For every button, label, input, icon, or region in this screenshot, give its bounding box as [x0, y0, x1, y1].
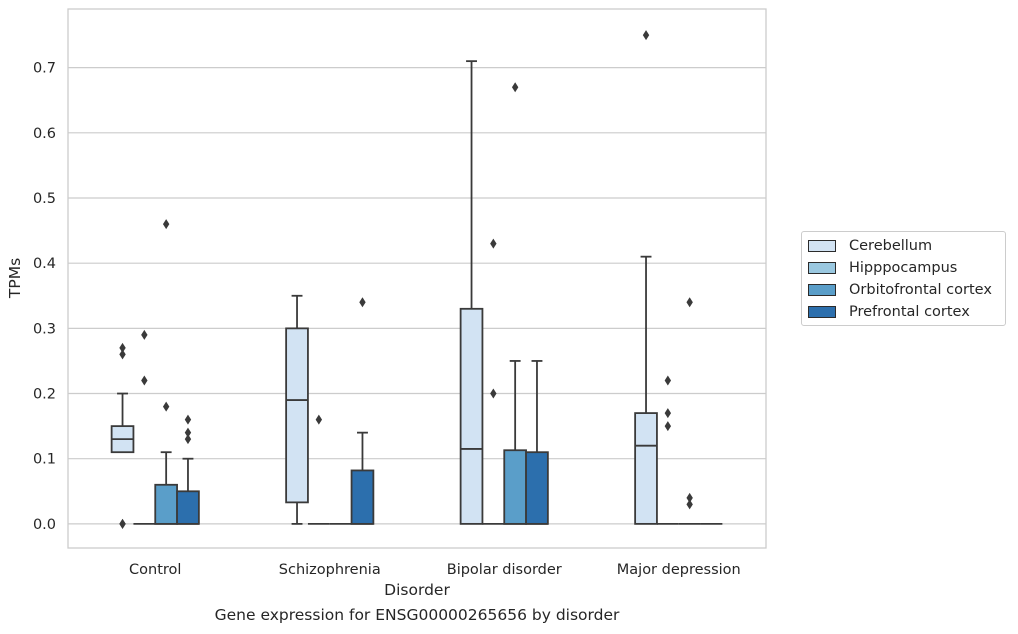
y-tick-label: 0.0: [33, 517, 56, 533]
box-0-3: [634, 30, 658, 525]
x-axis-label: Disorder: [384, 581, 450, 599]
box-body: [176, 490, 200, 525]
outlier-point: [315, 414, 323, 425]
box-body: [285, 327, 309, 504]
outlier-point: [184, 414, 192, 425]
box-1-2: [482, 238, 505, 525]
box-0-0: [110, 342, 135, 529]
outlier-point: [511, 82, 519, 93]
outlier-point: [184, 427, 192, 438]
legend-swatch: [808, 262, 836, 274]
box-body: [350, 469, 375, 525]
legend: Cerebellum Hipppocampus Orbitofrontal co…: [801, 231, 1006, 326]
outlier-point: [686, 499, 693, 510]
legend-swatch: [808, 240, 836, 252]
legend-item-hippocampus: Hipppocampus: [808, 257, 1005, 279]
plot-frame: [67, 8, 767, 549]
outlier-point: [686, 297, 693, 308]
outlier-point: [664, 421, 672, 432]
y-tick-label: 0.7: [33, 61, 56, 77]
outlier-point: [184, 434, 192, 445]
legend-item-prefrontal-cortex: Prefrontal cortex: [808, 301, 1005, 323]
outlier-point: [359, 297, 366, 308]
outlier-point: [686, 492, 693, 503]
boxes: [110, 30, 723, 529]
box-2-0: [154, 219, 178, 525]
x-tick-label: Bipolar disorder: [447, 562, 562, 578]
y-tick-labels: 0.0 0.1 0.2 0.3 0.4 0.5 0.6 0.7: [33, 61, 56, 533]
y-tick-label: 0.1: [33, 452, 56, 468]
x-tick-label: Major depression: [617, 562, 741, 578]
x-tick-label: Schizophrenia: [279, 562, 381, 578]
outlier-point: [490, 388, 497, 399]
legend-swatch: [808, 306, 836, 318]
box-2-2: [503, 82, 527, 525]
y-tick-label: 0.6: [33, 126, 56, 142]
outlier-point: [162, 219, 170, 230]
box-body: [459, 307, 484, 525]
y-axis-label: TPMs: [6, 258, 24, 299]
x-tick-labels: Control Schizophrenia Bipolar disorder Majo…: [129, 562, 741, 578]
box-0-1: [285, 294, 309, 525]
box-1-0: [133, 329, 156, 525]
legend-label: Hipppocampus: [849, 260, 958, 276]
figure-caption: Gene expression for ENSG00000265656 by d…: [214, 606, 620, 624]
box-0-2: [459, 60, 484, 525]
outlier-point: [141, 375, 148, 386]
box-body: [525, 451, 549, 525]
legend-label: Orbitofrontal cortex: [849, 282, 992, 298]
box-3-1: [350, 297, 375, 525]
legend-item-cerebellum: Cerebellum: [808, 235, 1005, 257]
box-2-3: [678, 297, 701, 525]
outlier-point: [119, 342, 126, 353]
outlier-point: [141, 329, 148, 340]
outlier-point: [162, 401, 170, 412]
legend-label: Prefrontal cortex: [849, 304, 970, 320]
outlier-point: [119, 349, 126, 360]
y-tick-label: 0.4: [33, 256, 56, 272]
box-body: [503, 449, 527, 525]
box-1-1: [307, 414, 330, 525]
outlier-point: [664, 375, 672, 386]
box-1-3: [656, 375, 679, 525]
y-tick-label: 0.5: [33, 191, 56, 207]
box-body: [634, 412, 658, 525]
box-body: [154, 483, 178, 525]
outlier-point: [642, 30, 650, 41]
legend-label: Cerebellum: [849, 238, 933, 254]
legend-swatch: [808, 284, 836, 296]
outlier-point: [119, 518, 126, 529]
box-3-2: [525, 360, 549, 525]
x-tick-label: Control: [129, 562, 181, 578]
box-3-0: [176, 414, 200, 525]
outlier-point: [664, 408, 672, 419]
legend-item-orbitofrontal-cortex: Orbitofrontal cortex: [808, 279, 1005, 301]
outlier-point: [490, 238, 497, 249]
y-tick-label: 0.2: [33, 387, 56, 403]
y-tick-label: 0.3: [33, 321, 56, 337]
grid-lines: [68, 67, 766, 525]
